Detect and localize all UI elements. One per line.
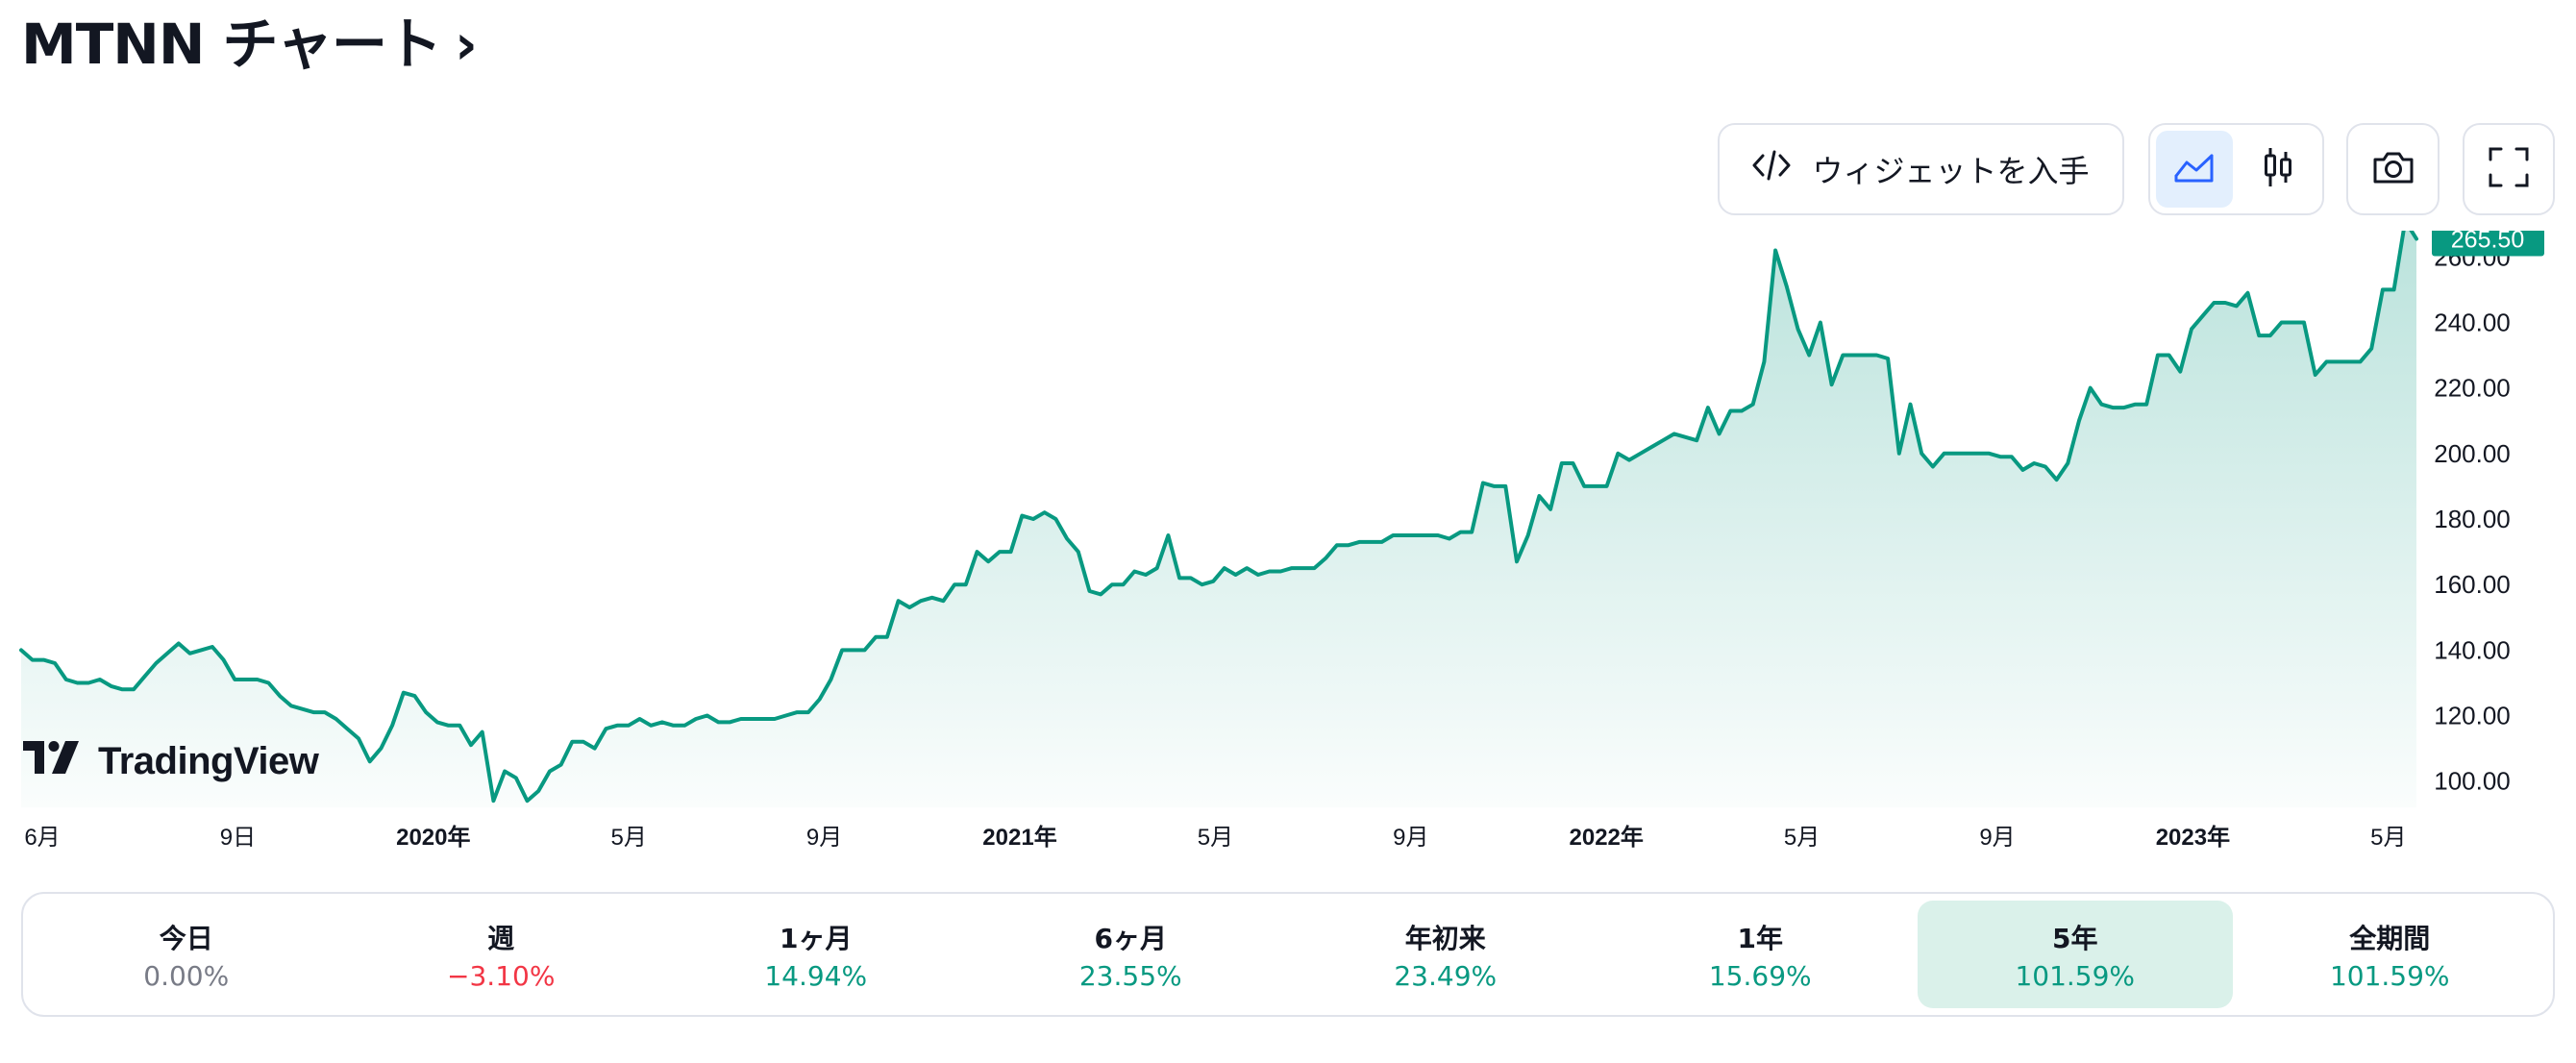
range-label: 5年 xyxy=(2052,922,2098,954)
chevron-right-icon: › xyxy=(454,12,478,77)
price-chart[interactable]: 100.00 120.00 140.00 160.00 180.00 200.00 220.… xyxy=(0,231,2576,865)
x-axis-tick-label: 9日 xyxy=(220,825,256,851)
get-widget-button[interactable]: ウィジェットを入手 xyxy=(1718,123,2124,215)
range-5-years[interactable]: 5年 101.59% xyxy=(1918,901,2233,1008)
x-axis-tick-label: 2023年 xyxy=(2156,824,2230,851)
range-change: 23.55% xyxy=(1078,959,1182,992)
x-axis-tick-label: 9月 xyxy=(806,825,842,851)
tradingview-logo-icon xyxy=(23,740,83,783)
y-axis-tick-label: 120.00 xyxy=(2434,702,2511,730)
range-label: 年初来 xyxy=(1404,922,1486,954)
range-change: 101.59% xyxy=(2015,959,2136,992)
chart-title: MTNN チャート xyxy=(21,12,442,77)
y-axis-tick-label: 160.00 xyxy=(2434,570,2511,599)
x-axis-tick-label: 6月 xyxy=(24,825,60,851)
snapshot-button[interactable] xyxy=(2346,123,2440,215)
candlestick-style-button[interactable] xyxy=(2241,131,2317,208)
price-line xyxy=(19,231,2418,803)
fullscreen-icon xyxy=(2488,146,2530,192)
range-1-month[interactable]: 1ヶ月 14.94% xyxy=(658,901,974,1008)
range-week[interactable]: 週 −3.10% xyxy=(344,901,659,1008)
tradingview-wordmark: TradingView xyxy=(98,740,319,782)
x-axis-tick-label: 5月 xyxy=(611,825,647,851)
x-axis-tick-label: 5月 xyxy=(1784,825,1820,851)
x-axis: 6月 9日 2020年 5月 9月 2021年 5月 9月 2022年 5月 9月 2023年 5月 xyxy=(24,824,2406,851)
y-axis-tick-label: 240.00 xyxy=(2434,308,2511,336)
range-6-months[interactable]: 6ヶ月 23.55% xyxy=(974,901,1289,1008)
y-axis: 100.00 120.00 140.00 160.00 180.00 200.00 220.… xyxy=(2434,242,2511,795)
range-change: 14.94% xyxy=(764,959,868,992)
range-label: 1年 xyxy=(1737,922,1783,954)
camera-icon xyxy=(2371,149,2415,189)
x-axis-tick-label: 5月 xyxy=(1198,825,1233,851)
x-axis-tick-label: 2022年 xyxy=(1570,824,1644,851)
range-all-time[interactable]: 全期間 101.59% xyxy=(2233,901,2548,1008)
x-axis-tick-label: 2021年 xyxy=(982,824,1056,851)
x-axis-tick-label: 5月 xyxy=(2370,825,2406,851)
range-label: 6ヶ月 xyxy=(1094,922,1167,954)
y-axis-tick-label: 140.00 xyxy=(2434,635,2511,664)
range-change: −3.10% xyxy=(447,959,556,992)
y-axis-tick-label: 220.00 xyxy=(2434,374,2511,403)
range-change: 15.69% xyxy=(1708,959,1812,992)
range-ytd[interactable]: 年初来 23.49% xyxy=(1288,901,1603,1008)
y-axis-tick-label: 180.00 xyxy=(2434,505,2511,533)
x-axis-tick-label: 9月 xyxy=(1393,825,1428,851)
area-chart-style-button[interactable] xyxy=(2156,131,2233,208)
area-chart-icon xyxy=(2173,151,2216,187)
range-label: 1ヶ月 xyxy=(780,922,853,954)
y-axis-tick-label: 200.00 xyxy=(2434,439,2511,468)
chart-title-link[interactable]: MTNN チャート › xyxy=(21,6,478,83)
range-change: 23.49% xyxy=(1394,959,1498,992)
chart-style-group xyxy=(2148,123,2324,215)
range-change: 101.59% xyxy=(2329,959,2450,992)
range-label: 今日 xyxy=(159,922,213,954)
last-price-tag: 265.50 xyxy=(2432,231,2544,257)
code-icon xyxy=(1752,148,1791,190)
range-change: 0.00% xyxy=(143,959,230,992)
price-area-fill xyxy=(21,231,2416,807)
x-axis-tick-label: 2020年 xyxy=(396,824,470,851)
range-today[interactable]: 今日 0.00% xyxy=(29,901,344,1008)
last-price-label: 265.50 xyxy=(2451,231,2524,254)
candlestick-icon xyxy=(2263,146,2293,192)
fullscreen-button[interactable] xyxy=(2463,123,2555,215)
y-axis-tick-label: 100.00 xyxy=(2434,767,2511,796)
get-widget-label: ウィジェットを入手 xyxy=(1812,153,2090,189)
tradingview-logo[interactable]: TradingView xyxy=(23,740,319,783)
range-label: 週 xyxy=(487,922,515,954)
performance-range-bar: 今日 0.00% 週 −3.10% 1ヶ月 14.94% 6ヶ月 23.55% … xyxy=(21,892,2555,1017)
range-1-year[interactable]: 1年 15.69% xyxy=(1603,901,1919,1008)
x-axis-tick-label: 9月 xyxy=(1979,825,2015,851)
range-label: 全期間 xyxy=(2349,922,2431,954)
